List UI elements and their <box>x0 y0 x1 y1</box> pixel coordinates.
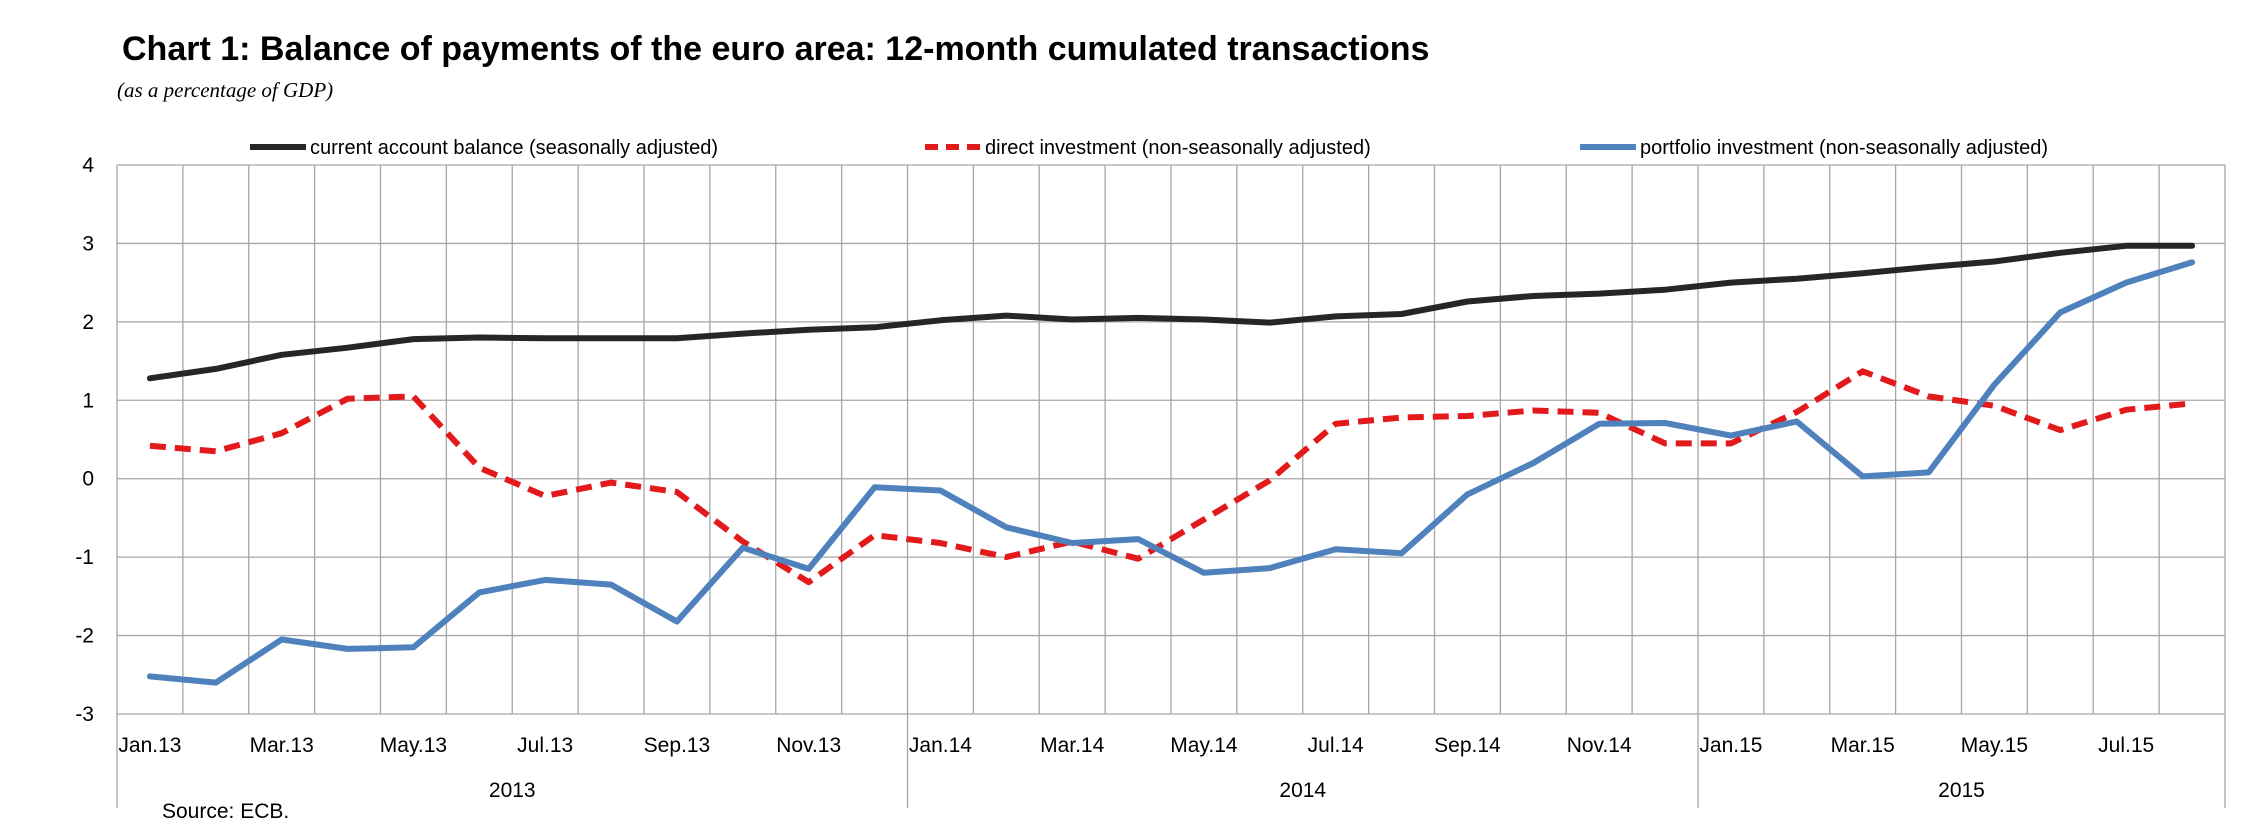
y-tick-label: 2 <box>82 311 94 334</box>
x-tick-label: Jan.14 <box>909 734 972 757</box>
gridlines <box>116 164 2226 715</box>
legend-label: current account balance (seasonally adju… <box>310 137 718 159</box>
year-label: 2015 <box>1938 779 1985 802</box>
x-tick-label: May.14 <box>1170 734 1238 757</box>
x-tick-label: Jan.13 <box>118 734 181 757</box>
legend-label: portfolio investment (non-seasonally adj… <box>1640 137 2048 159</box>
x-tick-label: Jan.15 <box>1699 734 1762 757</box>
y-tick-label: -1 <box>75 546 94 569</box>
y-tick-label: 3 <box>82 232 94 255</box>
chart-subtitle: (as a percentage of GDP) <box>117 78 334 102</box>
x-tick-label: Sep.14 <box>1434 734 1501 757</box>
series-line <box>146 259 2196 686</box>
series-line <box>146 242 2196 382</box>
x-tick-label: Mar.14 <box>1040 734 1105 757</box>
year-label: 2014 <box>1279 779 1326 802</box>
chart-title: Chart 1: Balance of payments of the euro… <box>122 30 1430 68</box>
x-tick-label: Sep.13 <box>644 734 711 757</box>
x-tick-label: Jul.15 <box>2098 734 2154 757</box>
y-tick-label: -3 <box>75 703 94 726</box>
x-tick-label: Mar.13 <box>250 734 314 757</box>
year-label: 2013 <box>489 779 536 802</box>
axes: 4 3 2 1 0 -1 -2 -3 Jan.13 Mar.13 May.13 Jul.13 Sep.1… <box>75 154 2226 808</box>
y-tick-label: 4 <box>82 154 94 177</box>
x-tick-label: Jul.14 <box>1308 734 1364 757</box>
x-tick-label: Mar.15 <box>1831 734 1895 757</box>
x-tick-label: Nov.13 <box>776 734 841 757</box>
series-line <box>149 368 2193 586</box>
y-tick-label: 0 <box>82 468 94 491</box>
y-tick-label: -2 <box>75 625 94 648</box>
series-lines <box>146 242 2196 686</box>
y-tick-label: 1 <box>82 389 94 412</box>
x-tick-label: May.15 <box>1961 734 2028 757</box>
x-tick-label: Jul.13 <box>517 734 573 757</box>
source-note: Source: ECB. <box>162 800 290 823</box>
legend-label: direct investment (non-seasonally adjust… <box>985 137 1371 159</box>
legend: current account balance (seasonally adju… <box>250 137 2048 159</box>
x-tick-label: Nov.14 <box>1567 734 1632 757</box>
x-tick-label: May.13 <box>380 734 447 757</box>
